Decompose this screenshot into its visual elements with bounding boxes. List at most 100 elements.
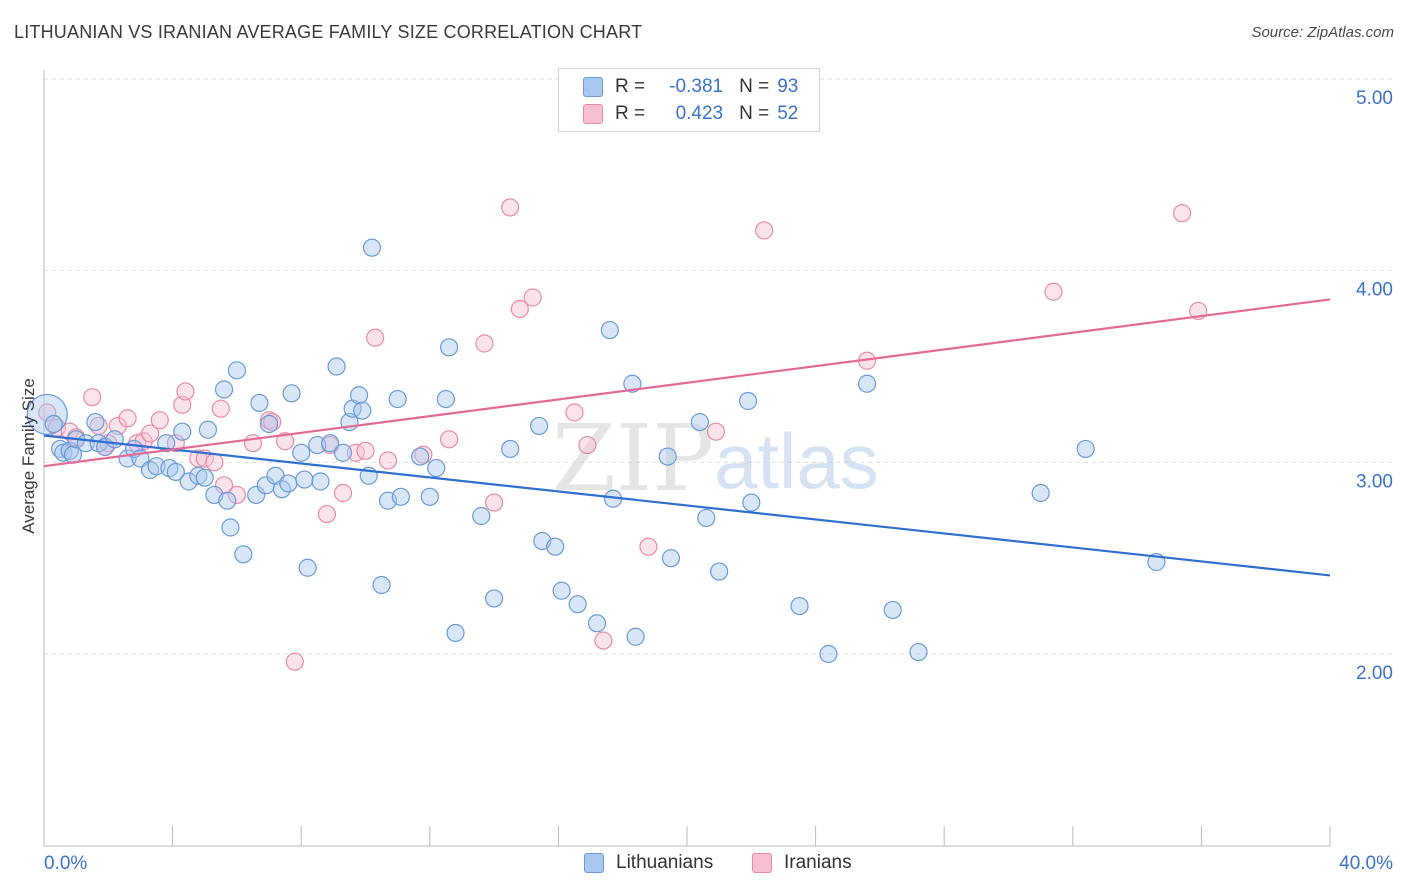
y-tick-label: 3.00 xyxy=(1356,471,1393,492)
x-tick-label: 0.0% xyxy=(44,853,87,874)
scatter-point xyxy=(234,545,253,564)
scatter-point xyxy=(738,391,758,411)
scatter-point xyxy=(372,575,391,595)
scatter-point xyxy=(292,443,311,462)
scatter-point xyxy=(485,493,504,512)
bottom-legend-item-lithuanians[interactable]: Lithuanians xyxy=(584,852,713,874)
scatter-point xyxy=(883,600,902,620)
bottom-legend-swatch-lithuanians xyxy=(584,853,604,873)
scatter-point xyxy=(276,432,295,451)
scatter-point xyxy=(333,443,353,462)
chart-source: Source: ZipAtlas.com xyxy=(1251,24,1394,41)
scatter-point xyxy=(108,416,128,436)
legend-r-label: R = xyxy=(615,103,646,124)
scatter-point xyxy=(1031,483,1050,503)
bottom-legend-label-iranians: Iranians xyxy=(784,852,852,873)
scatter-point xyxy=(501,439,520,459)
legend-n-label: N = xyxy=(739,103,770,124)
scatter-point xyxy=(214,380,234,399)
scatter-point xyxy=(327,357,346,376)
scatter-point xyxy=(317,504,337,524)
scatter-point xyxy=(391,487,410,506)
scatter-point xyxy=(227,485,246,505)
scatter-point xyxy=(661,549,681,568)
scatter-point xyxy=(710,562,729,581)
bottom-legend-label-lithuanians: Lithuanians xyxy=(616,852,714,873)
scatter-point xyxy=(546,537,565,556)
scatter-point xyxy=(140,424,160,443)
scatter-point xyxy=(295,470,314,489)
legend-row-iranians: R = 0.423 N = 52 xyxy=(583,101,798,127)
scatter-point xyxy=(321,434,340,453)
scatter-point xyxy=(1173,204,1192,223)
scatter-point xyxy=(414,445,433,464)
scatter-point xyxy=(214,476,234,495)
scatter-point xyxy=(250,393,269,413)
scatter-point xyxy=(523,288,542,307)
scatter-point xyxy=(173,422,192,441)
scatter-point xyxy=(510,299,529,319)
scatter-point xyxy=(118,409,137,428)
scatter-point xyxy=(362,238,382,257)
axis-labels: Average Family Size xyxy=(19,378,38,534)
scatter-point xyxy=(755,221,774,240)
scatter-point xyxy=(259,411,279,430)
scatter-point xyxy=(83,388,102,407)
scatter-point xyxy=(439,338,459,357)
legend-n-value: 93 xyxy=(777,76,799,97)
scatter-point xyxy=(436,389,455,409)
scatter-point xyxy=(388,389,407,409)
scatter-point xyxy=(166,462,185,482)
scatter-point xyxy=(568,595,587,614)
scatter-point xyxy=(26,393,68,436)
trend-lines xyxy=(43,298,1331,577)
scatter-point xyxy=(857,374,877,393)
trend-line-lithuanians xyxy=(43,434,1331,577)
scatter-point xyxy=(594,631,613,650)
scatter-point xyxy=(552,581,571,600)
scatter-point xyxy=(298,558,317,577)
scatter-point xyxy=(247,485,266,505)
series-lithuanians xyxy=(26,238,1166,664)
scatter-point xyxy=(742,493,761,512)
scatter-point xyxy=(349,386,369,405)
scatter-point xyxy=(909,642,928,662)
watermark: ZIP atlas xyxy=(552,405,879,512)
scatter-point xyxy=(44,414,63,434)
scatter-point xyxy=(475,334,494,353)
scatter-point xyxy=(356,441,375,460)
scatter-point xyxy=(485,589,504,608)
scatter-point xyxy=(1076,439,1095,459)
scatter-point xyxy=(530,416,549,436)
scatter-point xyxy=(565,403,584,422)
scatter-point xyxy=(639,537,658,556)
scatter-point xyxy=(697,508,716,528)
legend-swatch-lithuanians xyxy=(583,77,603,97)
x-tick-label: 40.0% xyxy=(1339,853,1393,874)
legend-r-value: 0.423 xyxy=(675,103,724,124)
scatter-point xyxy=(150,411,169,430)
scatter-point xyxy=(472,506,491,526)
scatter-point xyxy=(690,412,709,432)
legend-swatch-iranians xyxy=(583,104,603,124)
scatter-point xyxy=(446,623,465,643)
legend-n-label: N = xyxy=(739,76,770,97)
chart-title: LITHUANIAN VS IRANIAN AVERAGE FAMILY SIZ… xyxy=(14,22,643,42)
scatter-point xyxy=(353,401,372,420)
scatter-point xyxy=(259,414,279,434)
scatter-point xyxy=(626,627,645,646)
scatter-point xyxy=(211,399,230,418)
scatter-point xyxy=(311,472,330,491)
scatter-point xyxy=(439,430,459,449)
scatter-point xyxy=(221,518,240,537)
scatter-point xyxy=(427,458,446,478)
bottom-legend-item-iranians[interactable]: Iranians xyxy=(752,852,852,874)
scatter-point xyxy=(366,328,385,347)
scatter-point xyxy=(227,361,246,380)
trend-line-iranians xyxy=(43,298,1331,468)
scatter-point xyxy=(623,374,642,393)
scatter-point xyxy=(1044,282,1063,301)
scatter-point xyxy=(279,474,298,493)
y-tick-label: 2.00 xyxy=(1356,663,1393,684)
